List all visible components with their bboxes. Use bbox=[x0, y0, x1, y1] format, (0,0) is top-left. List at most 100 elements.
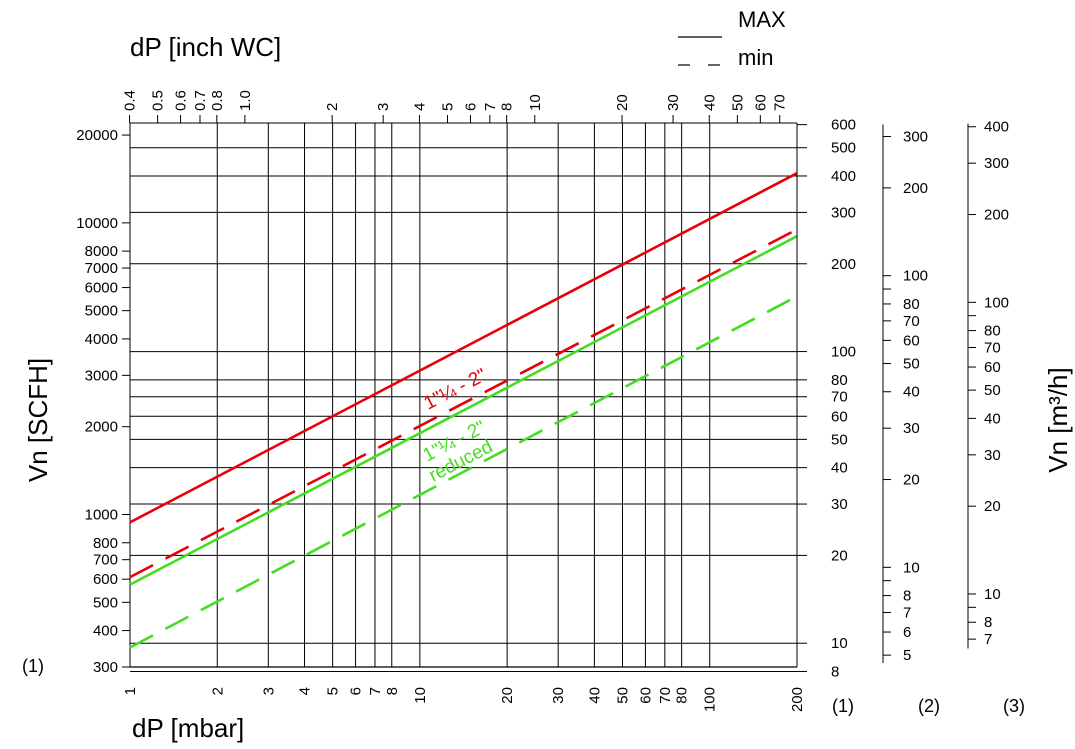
x-tick-label: 70 bbox=[657, 687, 674, 704]
y-left-tick-label: 4000 bbox=[85, 331, 118, 348]
top-tick-label: 3 bbox=[375, 103, 392, 111]
axes bbox=[122, 115, 976, 672]
scale1-tick-label: 100 bbox=[831, 344, 856, 361]
y-left-tick-label: 7000 bbox=[85, 260, 118, 277]
grid bbox=[129, 123, 798, 672]
scale3-tick-label: 400 bbox=[984, 119, 1009, 136]
scale3-tick-label: 50 bbox=[984, 382, 1001, 399]
scale3-tick-label: 70 bbox=[984, 340, 1001, 357]
scale2-tick-label: 300 bbox=[903, 129, 928, 146]
top-tick-label: 20 bbox=[614, 94, 631, 111]
y-left-tick-label: 500 bbox=[93, 594, 118, 611]
y-axis-title-left: Vn [SCFH] bbox=[23, 358, 53, 482]
scale1-tick-label: 10 bbox=[831, 635, 848, 652]
x-tick-label: 40 bbox=[586, 687, 603, 704]
scale1-tick-label: 8 bbox=[831, 663, 839, 680]
top-tick-label: 6 bbox=[462, 103, 479, 111]
legend: MAX min bbox=[678, 7, 786, 70]
top-tick-label: 8 bbox=[499, 103, 516, 111]
top-tick-label: 50 bbox=[729, 94, 746, 111]
legend-label-min: min bbox=[738, 45, 773, 70]
series-line-green-solid bbox=[129, 235, 798, 586]
scale1-tick-label: 300 bbox=[831, 204, 856, 221]
scale3-tick-label: 100 bbox=[984, 294, 1009, 311]
series-line-red-solid bbox=[129, 172, 798, 524]
scale1-tick-label: 600 bbox=[831, 117, 856, 134]
top-tick-label: 1.0 bbox=[237, 90, 254, 111]
y-left-tick-label: 20000 bbox=[76, 127, 118, 144]
x-tick-label: 3 bbox=[260, 687, 277, 695]
scale3-tick-label: 20 bbox=[984, 498, 1001, 515]
y-left-tick-label: 8000 bbox=[85, 243, 118, 260]
scale-marker-3: (3) bbox=[1003, 696, 1025, 716]
scale3-tick-label: 8 bbox=[984, 614, 992, 631]
scale2-tick-label: 10 bbox=[903, 559, 920, 576]
top-tick-label: 0.5 bbox=[150, 90, 167, 111]
top-tick-label: 0.8 bbox=[209, 90, 226, 111]
scale1-tick-label: 400 bbox=[831, 168, 856, 185]
y-left-tick-label: 6000 bbox=[85, 280, 118, 297]
y-left-tick-label: 300 bbox=[93, 659, 118, 676]
scale2-tick-label: 100 bbox=[903, 268, 928, 285]
scale2-tick-label: 80 bbox=[903, 296, 920, 313]
scale1-tick-label: 70 bbox=[831, 389, 848, 406]
scale2-tick-label: 6 bbox=[903, 624, 911, 641]
y-left-tick-label: 1000 bbox=[85, 507, 118, 524]
scale3-tick-label: 60 bbox=[984, 359, 1001, 376]
scale2-tick-label: 30 bbox=[903, 420, 920, 437]
y-left-tick-label: 5000 bbox=[85, 303, 118, 320]
x-tick-label: 7 bbox=[367, 687, 384, 695]
x-tick-label: 10 bbox=[412, 687, 429, 704]
x-axis-title: dP [mbar] bbox=[132, 713, 244, 743]
top-tick-label: 0.7 bbox=[192, 90, 209, 111]
top-tick-label: 0.4 bbox=[122, 90, 139, 111]
y-left-tick-label: 700 bbox=[93, 552, 118, 569]
y-axis-title-right: Vn [m³/h] bbox=[1043, 367, 1073, 472]
axis-labels: 1 2 3 4 5 6 7 8 10 20 30 40 50 60 70 80 100 2000.4 0.5 0.6 0… bbox=[76, 90, 1009, 712]
top-tick-label: 10 bbox=[527, 94, 544, 111]
top-tick-label: 40 bbox=[701, 94, 718, 111]
scale-marker-1: (1) bbox=[832, 696, 854, 716]
scale2-tick-label: 8 bbox=[903, 588, 911, 605]
scale2-tick-label: 70 bbox=[903, 313, 920, 330]
series-line-red-dashed bbox=[129, 228, 798, 579]
scale1-tick-label: 80 bbox=[831, 372, 848, 389]
scale1-tick-label: 500 bbox=[831, 140, 856, 157]
x-tick-label: 200 bbox=[789, 687, 806, 712]
x-tick-label: 4 bbox=[297, 687, 314, 695]
scale1-tick-label: 50 bbox=[831, 431, 848, 448]
x-tick-label: 1 bbox=[122, 687, 139, 695]
y-left-tick-label: 400 bbox=[93, 623, 118, 640]
x-tick-label: 20 bbox=[499, 687, 516, 704]
y-left-tick-label: 600 bbox=[93, 571, 118, 588]
y-left-tick-label: 2000 bbox=[85, 419, 118, 436]
scale1-tick-label: 200 bbox=[831, 256, 856, 273]
scale1-tick-label: 40 bbox=[831, 460, 848, 477]
scale3-tick-label: 7 bbox=[984, 631, 992, 648]
x-tick-label: 2 bbox=[209, 687, 226, 695]
scale2-tick-label: 60 bbox=[903, 332, 920, 349]
x-tick-label: 60 bbox=[637, 687, 654, 704]
scale1-tick-label: 20 bbox=[831, 547, 848, 564]
top-tick-label: 30 bbox=[665, 94, 682, 111]
top-tick-label: 60 bbox=[752, 94, 769, 111]
y-left-tick-label: 3000 bbox=[85, 367, 118, 384]
top-tick-label: 5 bbox=[440, 103, 457, 111]
scale3-tick-label: 300 bbox=[984, 155, 1009, 172]
top-tick-label: 4 bbox=[411, 103, 428, 111]
scale3-tick-label: 200 bbox=[984, 207, 1009, 224]
scale3-tick-label: 10 bbox=[984, 586, 1001, 603]
top-tick-label: 0.6 bbox=[173, 90, 190, 111]
x-tick-label: 80 bbox=[674, 687, 691, 704]
scale2-tick-label: 7 bbox=[903, 605, 911, 622]
scale2-tick-label: 5 bbox=[903, 647, 911, 664]
scale1-tick-label: 60 bbox=[831, 408, 848, 425]
top-tick-label: 70 bbox=[772, 94, 789, 111]
x-tick-label: 5 bbox=[325, 687, 342, 695]
x-tick-label: 50 bbox=[614, 687, 631, 704]
y-left-tick-label: 800 bbox=[93, 535, 118, 552]
x-tick-label: 100 bbox=[702, 687, 719, 712]
scale3-tick-label: 40 bbox=[984, 410, 1001, 427]
scale-marker-left: (1) bbox=[22, 656, 44, 676]
scale2-tick-label: 40 bbox=[903, 384, 920, 401]
